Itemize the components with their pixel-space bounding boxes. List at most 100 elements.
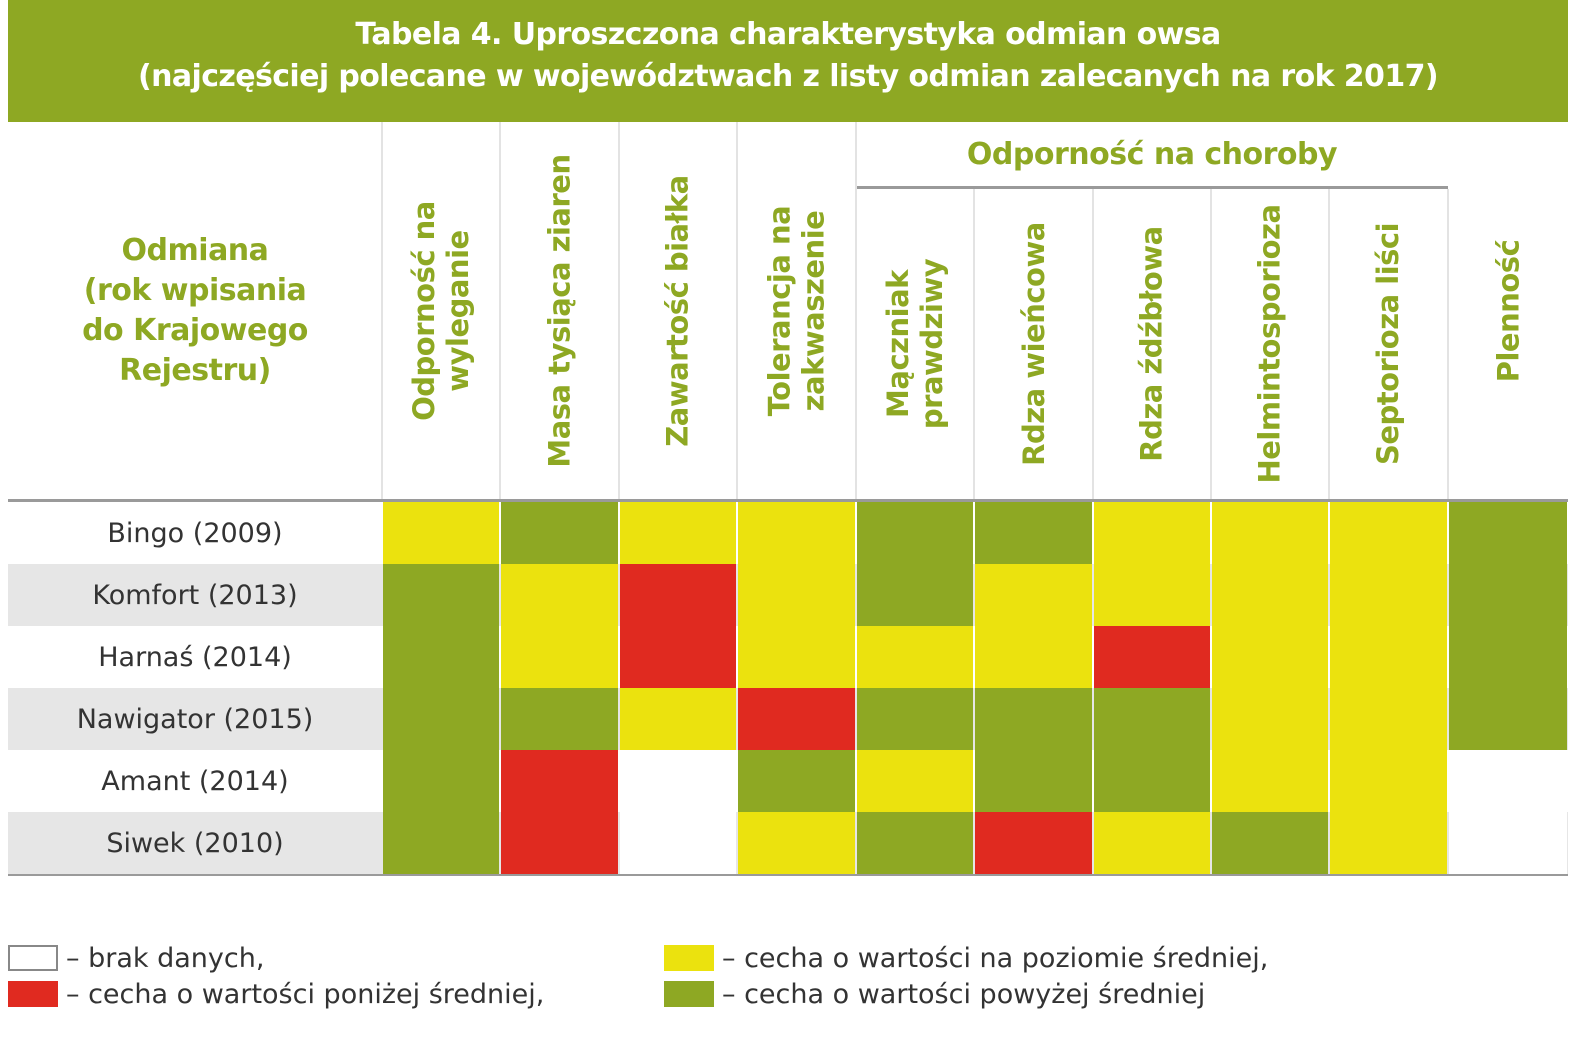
column-divider [499, 122, 501, 499]
table-subtitle: (najczęściej polecane w województwach z … [138, 59, 1439, 94]
rating-cell [1094, 688, 1210, 750]
table-row: Siwek (2010) [8, 812, 1568, 874]
column-header-text: Septorioza liści [1372, 223, 1406, 465]
column-header-text: Masa tysiąca ziaren [543, 154, 577, 467]
table-row: Bingo (2009) [8, 502, 1568, 564]
column-header-line: prawdziwy [915, 258, 950, 430]
rating-cell [1212, 812, 1328, 874]
column-header: Odporność na wyleganie [382, 122, 500, 499]
rating-cell [383, 750, 499, 812]
table-row: Komfort (2013) [8, 564, 1568, 626]
column-divider [1328, 189, 1330, 499]
column-header-line: Odporność na [407, 200, 442, 421]
rating-cell [501, 750, 618, 812]
column-header-text: Helmintosporioza [1253, 204, 1287, 483]
rating-cell [1212, 688, 1328, 750]
legend-label: – cecha o wartości na poziomie średniej, [722, 942, 1269, 974]
rating-cell [383, 688, 499, 750]
variety-header-line: (rok wpisania [83, 273, 307, 308]
rating-cell [620, 750, 736, 812]
legend-item: – cecha o wartości poniżej średniej, [8, 976, 544, 1012]
legend-swatch [664, 945, 714, 971]
rating-cell [857, 502, 973, 564]
column-header: Zawartość białka [619, 122, 737, 499]
column-divider [1210, 189, 1212, 499]
variety-name: Amant (2014) [101, 765, 289, 797]
column-header: Tolerancja na zakwaszenie [737, 122, 856, 499]
rating-cell [857, 564, 973, 626]
column-header-text: Rdza źdźbłowa [1135, 226, 1169, 461]
rating-cell [501, 688, 618, 750]
legend-swatch [8, 981, 58, 1007]
column-header: Helmintosporioza [1211, 189, 1329, 499]
column-divider [1092, 189, 1094, 499]
rating-cell [975, 688, 1092, 750]
header-bottom-divider [8, 499, 1568, 502]
rating-cell [1094, 502, 1210, 564]
rating-cell [738, 564, 855, 626]
rating-cell [1212, 626, 1328, 688]
variety-column-header: Odmiana (rok wpisania do Krajowego Rejes… [8, 122, 382, 500]
rating-cell [501, 812, 618, 874]
legend-swatch [664, 981, 714, 1007]
column-divider [618, 122, 620, 499]
rating-cell [738, 626, 855, 688]
column-divider [973, 189, 975, 499]
rating-cell [620, 812, 736, 874]
group-header-divider [856, 186, 1448, 189]
column-header-text: Mączniak prawdziwy [881, 259, 949, 429]
rating-cell [501, 564, 618, 626]
variety-header-line: Rejestru) [119, 353, 271, 388]
variety-name: Siwek (2010) [106, 827, 284, 859]
column-header-line: Rdza źdźbłowa [1135, 226, 1169, 462]
column-divider [381, 122, 383, 499]
rating-cell [620, 502, 736, 564]
column-divider [855, 122, 857, 499]
table-row: Nawigator (2015) [8, 688, 1568, 750]
variety-header-line: do Krajowego [82, 313, 308, 348]
rating-cell [383, 626, 499, 688]
rating-cell [738, 812, 855, 874]
rating-cell [620, 564, 736, 626]
column-header-line: Septorioza liści [1371, 222, 1406, 466]
rating-cell [1094, 750, 1210, 812]
rating-cell [1094, 812, 1210, 874]
rating-cell [620, 688, 736, 750]
table-row: Amant (2014) [8, 750, 1568, 812]
rating-cell [620, 626, 736, 688]
rating-cell [1212, 502, 1328, 564]
rating-cell [1449, 812, 1567, 874]
rating-cell [1094, 626, 1210, 688]
legend-label: – cecha o wartości poniżej średniej, [66, 978, 545, 1010]
legend-swatch [8, 945, 58, 971]
rating-cell [975, 812, 1092, 874]
rating-cell [501, 502, 618, 564]
disease-resistance-group-header: Odporność na choroby [966, 136, 1338, 172]
variety-name: Harnaś (2014) [98, 641, 292, 673]
rating-cell [975, 626, 1092, 688]
variety-header-line: Odmiana [121, 233, 269, 268]
legend-item: – cecha o wartości powyżej średniej [664, 976, 1205, 1012]
column-header-text: Plenność [1491, 239, 1525, 382]
rating-cell [1094, 564, 1210, 626]
column-header-text: Odporność na wyleganie [407, 201, 475, 421]
rating-cell [975, 750, 1092, 812]
rating-cell [1212, 564, 1328, 626]
rating-cell [501, 626, 618, 688]
rating-cell [1449, 688, 1567, 750]
rating-cell [1330, 688, 1447, 750]
column-header-line: Mączniak [881, 270, 916, 418]
column-header-line: Plenność [1491, 239, 1525, 382]
column-header: Masa tysiąca ziaren [500, 122, 619, 499]
column-header-line: Masa tysiąca ziaren [542, 153, 577, 468]
legend-item: – brak danych, [8, 940, 264, 976]
rating-cell [857, 626, 973, 688]
rating-cell [975, 502, 1092, 564]
table-title-bar: Tabela 4. Uproszczona charakterystyka od… [8, 0, 1568, 122]
rating-cell [1449, 626, 1567, 688]
column-header-line: Zawartość białka [661, 174, 696, 447]
column-header-line: Helmintosporioza [1253, 204, 1287, 484]
rating-cell [1330, 564, 1447, 626]
rating-cell [1212, 750, 1328, 812]
column-divider [1447, 189, 1449, 499]
